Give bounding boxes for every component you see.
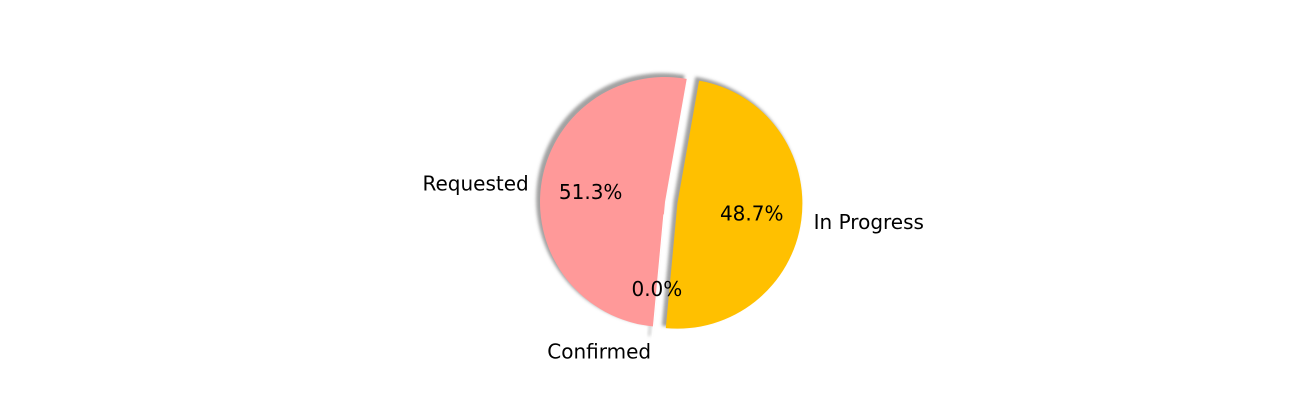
pie-pct-label-confirmed: 0.0%: [631, 277, 682, 301]
pie-pct-label-requested: 51.3%: [559, 180, 623, 204]
pie-category-label-in-progress: In Progress: [814, 210, 924, 234]
pie-label-layer: 51.3% Requested 0.0% Confirmed 48.7% In Progr…: [422, 172, 923, 364]
pie-slice-requested: [540, 77, 687, 327]
pie-slice-in-progress: [665, 80, 803, 329]
pie-pct-label-in-progress: 48.7%: [720, 202, 784, 226]
pie-category-label-requested: Requested: [422, 172, 528, 196]
pie-slice-layer: [540, 77, 803, 339]
pie-category-label-confirmed: Confirmed: [547, 339, 651, 363]
